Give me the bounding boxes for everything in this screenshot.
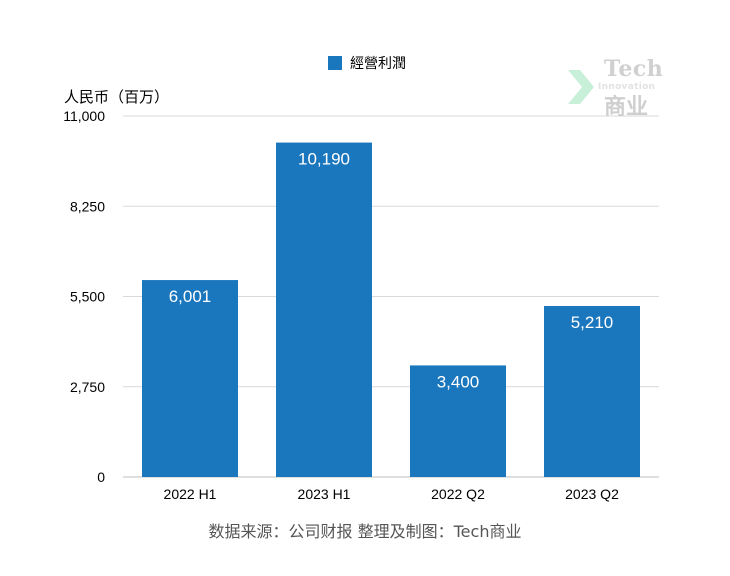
watermark-logo: Tech Innovation 商业	[566, 56, 666, 120]
bar	[544, 306, 640, 477]
x-tick-label: 2022 Q2	[431, 486, 485, 502]
data-labels: 6,001 10,190 3,400 5,210	[169, 150, 614, 392]
watermark-text-innovation: Innovation	[598, 82, 656, 92]
source-caption: 数据来源：公司财报 整理及制图：Tech商业	[208, 522, 522, 541]
bar	[142, 280, 238, 477]
x-tick-label: 2022 H1	[164, 486, 217, 502]
legend-label: 經營利潤	[350, 55, 406, 71]
data-label: 3,400	[437, 372, 480, 391]
data-label: 5,210	[571, 313, 614, 332]
y-tick-label: 11,000	[63, 108, 105, 124]
x-tick-label: 2023 Q2	[565, 486, 619, 502]
bar	[410, 365, 506, 477]
y-tick-label: 8,250	[70, 198, 105, 214]
y-tick-label: 0	[97, 469, 105, 485]
bars	[142, 142, 640, 477]
watermark-text-cn: 商业	[604, 95, 649, 120]
y-tick-label: 2,750	[70, 379, 105, 395]
bar	[276, 142, 372, 477]
watermark-arrow-icon	[568, 70, 594, 104]
y-tick-label: 5,500	[70, 289, 105, 305]
legend: 經營利潤	[328, 55, 406, 71]
data-label: 10,190	[298, 150, 350, 169]
x-tick-label: 2023 H1	[298, 486, 351, 502]
data-label: 6,001	[169, 287, 212, 306]
watermark-text-tech: Tech	[604, 56, 664, 82]
y-axis-title: 人民币（百万）	[64, 89, 169, 106]
legend-swatch	[328, 56, 342, 70]
